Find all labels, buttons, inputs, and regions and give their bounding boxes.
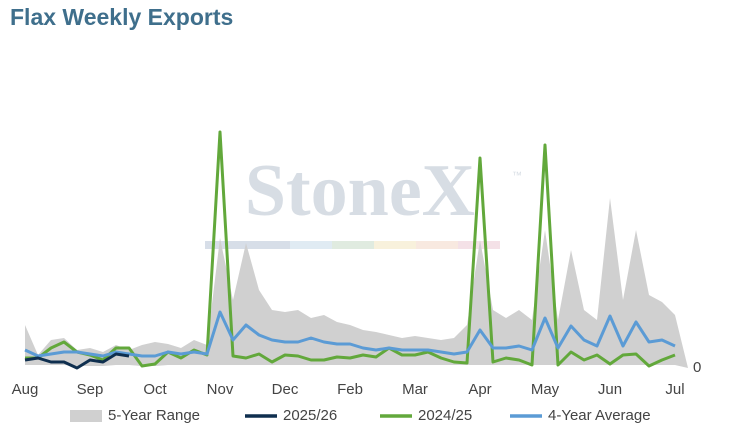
watermark-tm: ™ [512, 171, 522, 182]
x-tick-label: Apr [468, 381, 491, 398]
legend-label: 4-Year Average [548, 407, 651, 424]
watermark-group: StoneX ™ [205, 150, 522, 249]
x-tick-label: Feb [337, 381, 363, 398]
x-tick-label: Mar [402, 381, 428, 398]
x-tick-label: Nov [207, 381, 234, 398]
x-tick-label: May [531, 381, 560, 398]
legend-swatch [70, 410, 102, 422]
y-tick-label: 0 [693, 359, 701, 376]
series-line [24, 310, 676, 358]
x-tick-label: Sep [77, 381, 104, 398]
legend-label: 5-Year Range [108, 407, 200, 424]
legend-label: 2024/25 [418, 407, 472, 424]
x-tick-label: Oct [143, 381, 167, 398]
x-tick-label: Jun [598, 381, 622, 398]
range-area [25, 198, 688, 368]
watermark-bar [374, 241, 416, 249]
x-tick-label: Aug [12, 381, 39, 398]
watermark-bar [290, 241, 332, 249]
chart-title: Flax Weekly Exports [10, 4, 233, 30]
legend-label: 2025/26 [283, 407, 337, 424]
watermark-bar [458, 241, 500, 249]
watermark-bar [205, 241, 290, 249]
watermark: StoneX [245, 150, 475, 232]
watermark-bar [416, 241, 458, 249]
x-tick-label: Dec [272, 381, 299, 398]
watermark-bar [332, 241, 374, 249]
x-tick-label: Jul [665, 381, 684, 398]
series-line [24, 352, 130, 370]
